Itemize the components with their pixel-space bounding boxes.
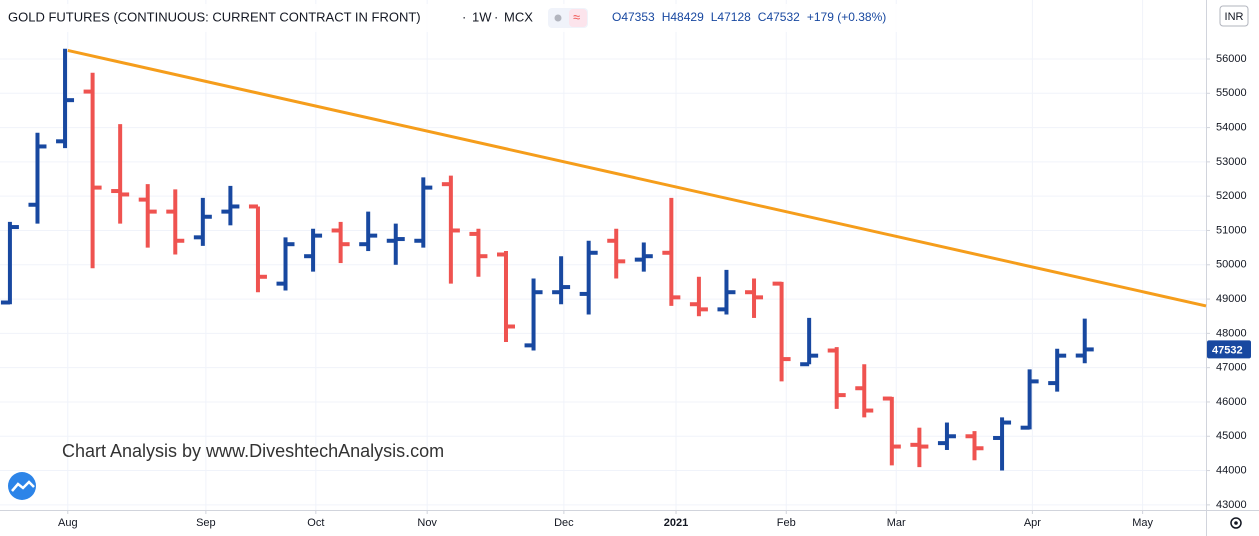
- x-tick-label: Aug: [58, 517, 78, 529]
- eye-icon: [554, 14, 562, 22]
- y-tick-label: 48000: [1216, 327, 1247, 339]
- watermark: Chart Analysis by www.DiveshtechAnalysis…: [62, 441, 444, 461]
- logo: [8, 472, 36, 500]
- y-tick-label: 49000: [1216, 293, 1247, 305]
- legend-item: L47128: [711, 10, 751, 24]
- x-tick-label: 2021: [664, 517, 688, 529]
- y-tick-label: 43000: [1216, 499, 1247, 511]
- x-tick-label: Sep: [196, 517, 216, 529]
- y-tick-label: 55000: [1216, 87, 1247, 99]
- x-tick-label: Nov: [417, 517, 437, 529]
- symbol: GOLD FUTURES (CONTINUOUS: CURRENT CONTRA…: [8, 9, 421, 24]
- legend-item: H48429: [662, 10, 704, 24]
- legend-backdrop: [0, 4, 900, 32]
- separator: ·: [462, 9, 466, 24]
- y-tick-label: 47000: [1216, 362, 1247, 374]
- wave-icon: ≈: [573, 9, 580, 24]
- y-tick-label: 45000: [1216, 430, 1247, 442]
- x-tick-label: Feb: [777, 517, 796, 529]
- currency-box[interactable]: INR: [1219, 5, 1249, 27]
- x-tick-label: Apr: [1024, 517, 1041, 529]
- x-tick-label: Dec: [554, 517, 574, 529]
- legend-item: C47532: [758, 10, 800, 24]
- y-tick-label: 51000: [1216, 224, 1247, 236]
- settings-icon[interactable]: [1230, 517, 1242, 529]
- y-tick-label: 53000: [1216, 156, 1247, 168]
- legend-item: O47353: [612, 10, 655, 24]
- header: GOLD FUTURES (CONTINUOUS: CURRENT CONTRA…: [8, 8, 588, 28]
- last-price-box: [1207, 340, 1251, 359]
- interval: 1W: [472, 9, 492, 24]
- x-tick-label: Mar: [887, 517, 906, 529]
- y-tick-label: 46000: [1216, 396, 1247, 408]
- y-tick-label: 56000: [1216, 53, 1247, 65]
- y-tick-label: 52000: [1216, 190, 1247, 202]
- y-tick-label: 54000: [1216, 121, 1247, 133]
- x-tick-label: May: [1132, 517, 1153, 529]
- currency: INR: [1225, 11, 1244, 23]
- separator: ·: [494, 9, 498, 24]
- marks: [0, 48, 1207, 471]
- exchange: MCX: [504, 9, 533, 24]
- legend-item: +179 (+0.38%): [807, 10, 886, 24]
- last-price-label: 47532: [1212, 344, 1243, 356]
- y-tick-label: 44000: [1216, 464, 1247, 476]
- ohlc-legend: O47353 H48429 L47128 C47532 +179 (+0.38%): [612, 10, 886, 24]
- y-tick-label: 50000: [1216, 259, 1247, 271]
- x-tick-label: Oct: [307, 517, 324, 529]
- flag-icon[interactable]: [569, 9, 587, 27]
- trendline: [67, 48, 1207, 308]
